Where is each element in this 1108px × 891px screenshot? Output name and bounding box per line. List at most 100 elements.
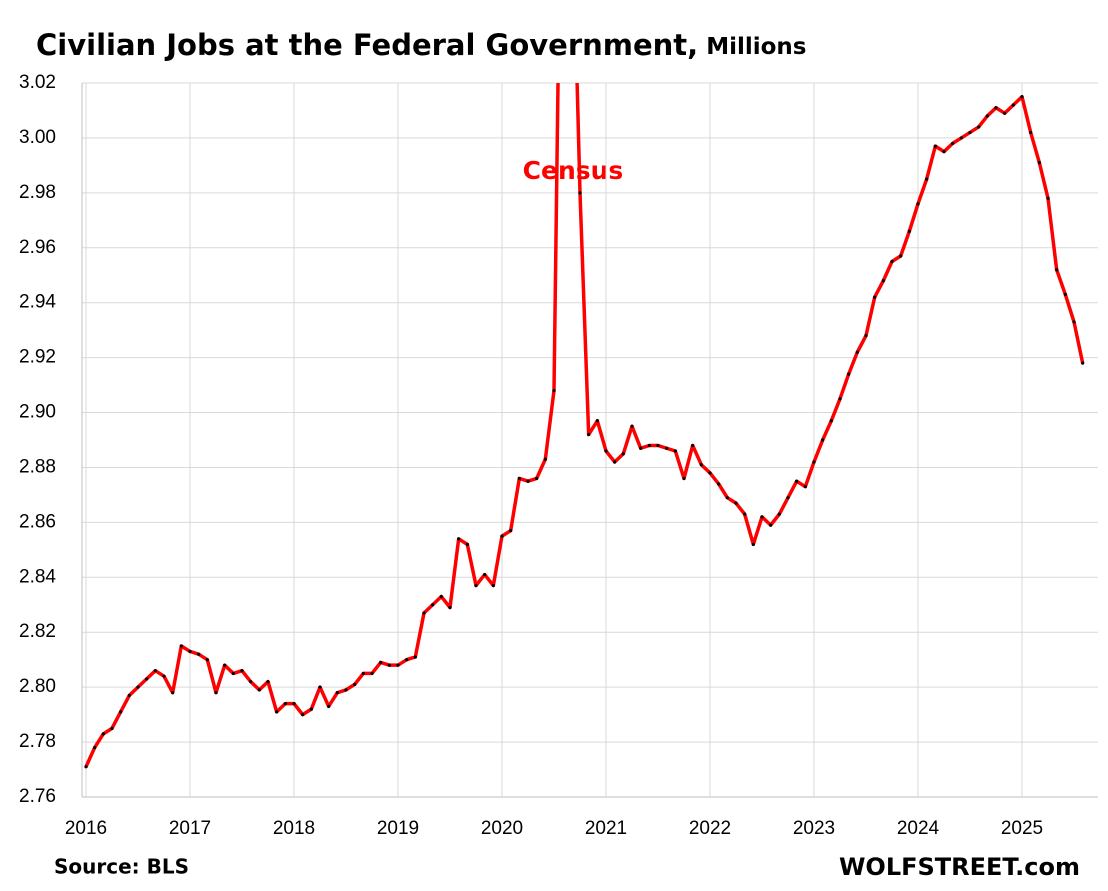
x-tick-label: 2021 [585, 818, 627, 839]
plot-area [84, 83, 1085, 769]
data-point [734, 501, 738, 505]
data-point [1029, 130, 1033, 135]
data-point [214, 691, 218, 695]
data-point [370, 671, 374, 676]
data-point [630, 424, 634, 428]
data-point [760, 515, 764, 519]
data-point [223, 663, 227, 667]
data-point [119, 710, 123, 714]
data-point [283, 702, 287, 706]
data-point [145, 677, 149, 681]
data-point [344, 688, 348, 692]
title-text: Civilian Jobs at the Federal Government, [36, 28, 698, 62]
y-tick-label: 2.96 [19, 237, 56, 258]
data-point [769, 523, 773, 527]
data-point [899, 254, 903, 258]
data-point [474, 583, 478, 588]
data-point [595, 419, 599, 423]
data-point [1046, 196, 1050, 200]
data-point [318, 685, 322, 689]
y-tick-label: 2.90 [19, 402, 56, 423]
data-point [699, 463, 703, 467]
data-point [656, 443, 660, 448]
y-tick-label: 2.78 [19, 731, 56, 752]
data-point [751, 542, 755, 546]
y-tick-label: 2.80 [19, 676, 56, 697]
title-units: Millions [706, 34, 806, 60]
data-point [621, 452, 625, 456]
data-point [197, 652, 201, 656]
y-tick-label: 2.88 [19, 456, 56, 477]
data-point [136, 685, 140, 689]
data-point [743, 512, 747, 516]
data-point [457, 537, 461, 541]
data-point [387, 663, 391, 667]
data-point [309, 707, 313, 711]
y-tick-label: 2.92 [19, 347, 56, 368]
data-point [301, 713, 305, 717]
data-point [405, 658, 409, 662]
x-tick-label: 2019 [377, 818, 419, 839]
data-point [933, 144, 937, 148]
x-tick-label: 2017 [169, 818, 211, 839]
data-point [959, 136, 963, 140]
data-point [101, 732, 105, 736]
data-point [327, 704, 331, 708]
data-point [422, 611, 426, 615]
data-point [257, 688, 261, 692]
data-point [379, 660, 383, 665]
annotation: Census [523, 156, 624, 185]
data-point [864, 334, 868, 338]
data-point [604, 449, 608, 453]
data-point [361, 671, 365, 676]
data-point [1011, 103, 1015, 107]
y-tick-label: 2.76 [19, 786, 56, 807]
data-point [587, 432, 591, 437]
data-point [821, 438, 825, 442]
data-point [517, 476, 521, 481]
data-point [925, 177, 929, 181]
data-point [968, 130, 972, 135]
y-tick-label: 2.84 [19, 566, 56, 587]
data-point [171, 691, 175, 695]
data-point [829, 419, 833, 423]
data-point [942, 150, 946, 154]
data-point [613, 460, 617, 464]
data-point [578, 191, 582, 195]
data-point [1003, 111, 1007, 115]
data-point [1072, 320, 1076, 324]
data-point [803, 485, 807, 489]
source: Source: BLS [54, 855, 189, 879]
data-point [188, 649, 192, 654]
data-point [162, 674, 166, 678]
data-point [855, 350, 859, 354]
data-point [1037, 161, 1041, 165]
data-point [977, 125, 981, 129]
data-point [786, 496, 790, 500]
data-point [413, 655, 417, 659]
data-point [1055, 268, 1059, 272]
data-point [847, 372, 851, 376]
data-point [353, 682, 357, 687]
data-point [483, 572, 487, 577]
x-tick-label: 2024 [897, 818, 940, 839]
data-point [717, 482, 721, 486]
data-point [439, 594, 443, 599]
data-point [465, 542, 469, 546]
data-point [448, 605, 452, 610]
x-tick-label: 2018 [273, 818, 315, 839]
y-tick-label: 3.02 [19, 72, 56, 93]
data-point [240, 669, 244, 673]
data-point [500, 534, 504, 538]
data-point [431, 603, 435, 607]
data-point [93, 745, 97, 750]
data-point [916, 202, 920, 206]
data-point [275, 710, 279, 714]
chart-title: Civilian Jobs at the Federal Government,… [36, 28, 806, 62]
data-point [673, 449, 677, 453]
data-point [179, 644, 183, 648]
data-point [153, 669, 157, 673]
data-point [84, 765, 88, 769]
data-point [535, 476, 539, 481]
